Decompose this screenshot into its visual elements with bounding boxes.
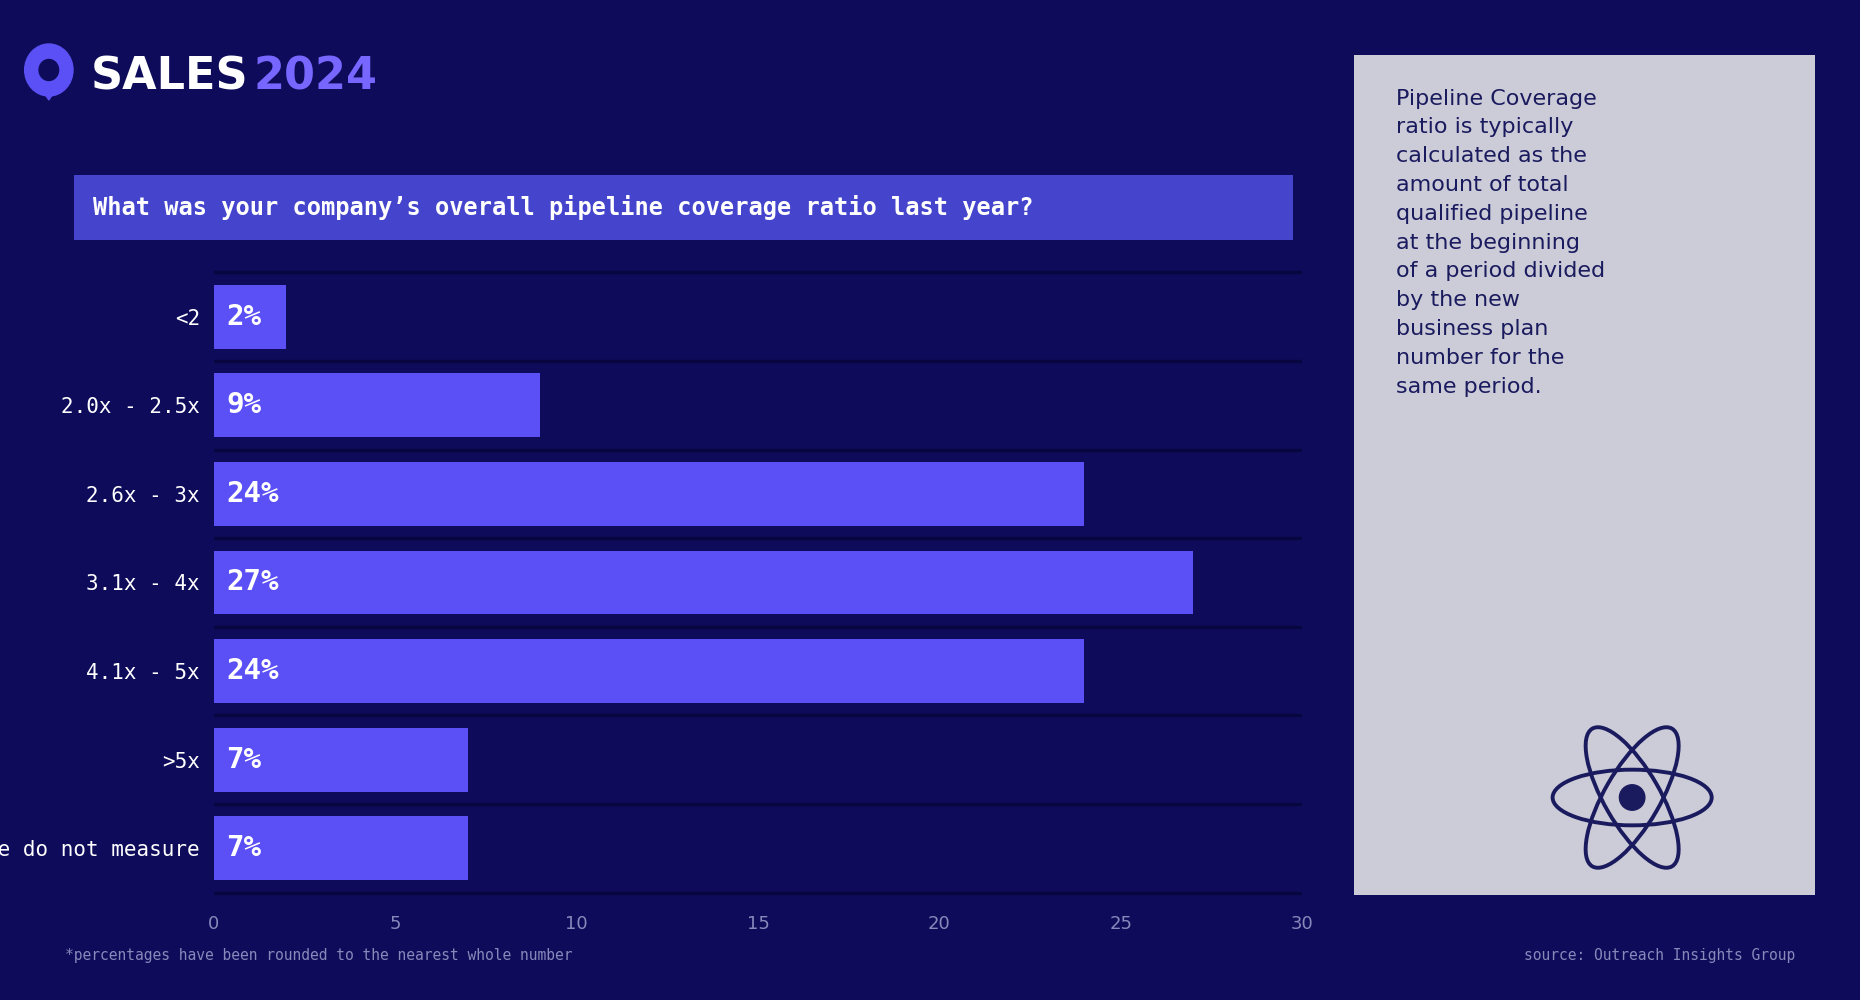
Text: 27%: 27% (227, 568, 279, 596)
Bar (214, 373, 539, 437)
Text: *percentages have been rounded to the nearest whole number: *percentages have been rounded to the ne… (65, 948, 573, 963)
Text: source: Outreach Insights Group: source: Outreach Insights Group (1523, 948, 1795, 963)
Text: 7%: 7% (227, 834, 262, 862)
Text: 24%: 24% (227, 657, 279, 685)
Text: SALES: SALES (91, 56, 247, 99)
Bar (214, 462, 1084, 526)
Text: 7%: 7% (227, 746, 262, 774)
Polygon shape (32, 75, 65, 100)
Text: 9%: 9% (227, 391, 262, 419)
Bar (214, 551, 1192, 614)
Bar (214, 639, 1084, 703)
Text: 2%: 2% (227, 303, 262, 331)
Circle shape (24, 44, 73, 96)
Circle shape (39, 60, 58, 81)
Bar (214, 285, 286, 349)
Text: What was your company’s overall pipeline coverage ratio last year?: What was your company’s overall pipeline… (93, 195, 1032, 220)
Circle shape (1620, 785, 1644, 810)
Bar (214, 816, 467, 880)
Text: 2024: 2024 (253, 56, 378, 99)
Text: 24%: 24% (227, 480, 279, 508)
Bar (214, 728, 467, 792)
Text: Pipeline Coverage
ratio is typically
calculated as the
amount of total
qualified: Pipeline Coverage ratio is typically cal… (1395, 89, 1605, 397)
